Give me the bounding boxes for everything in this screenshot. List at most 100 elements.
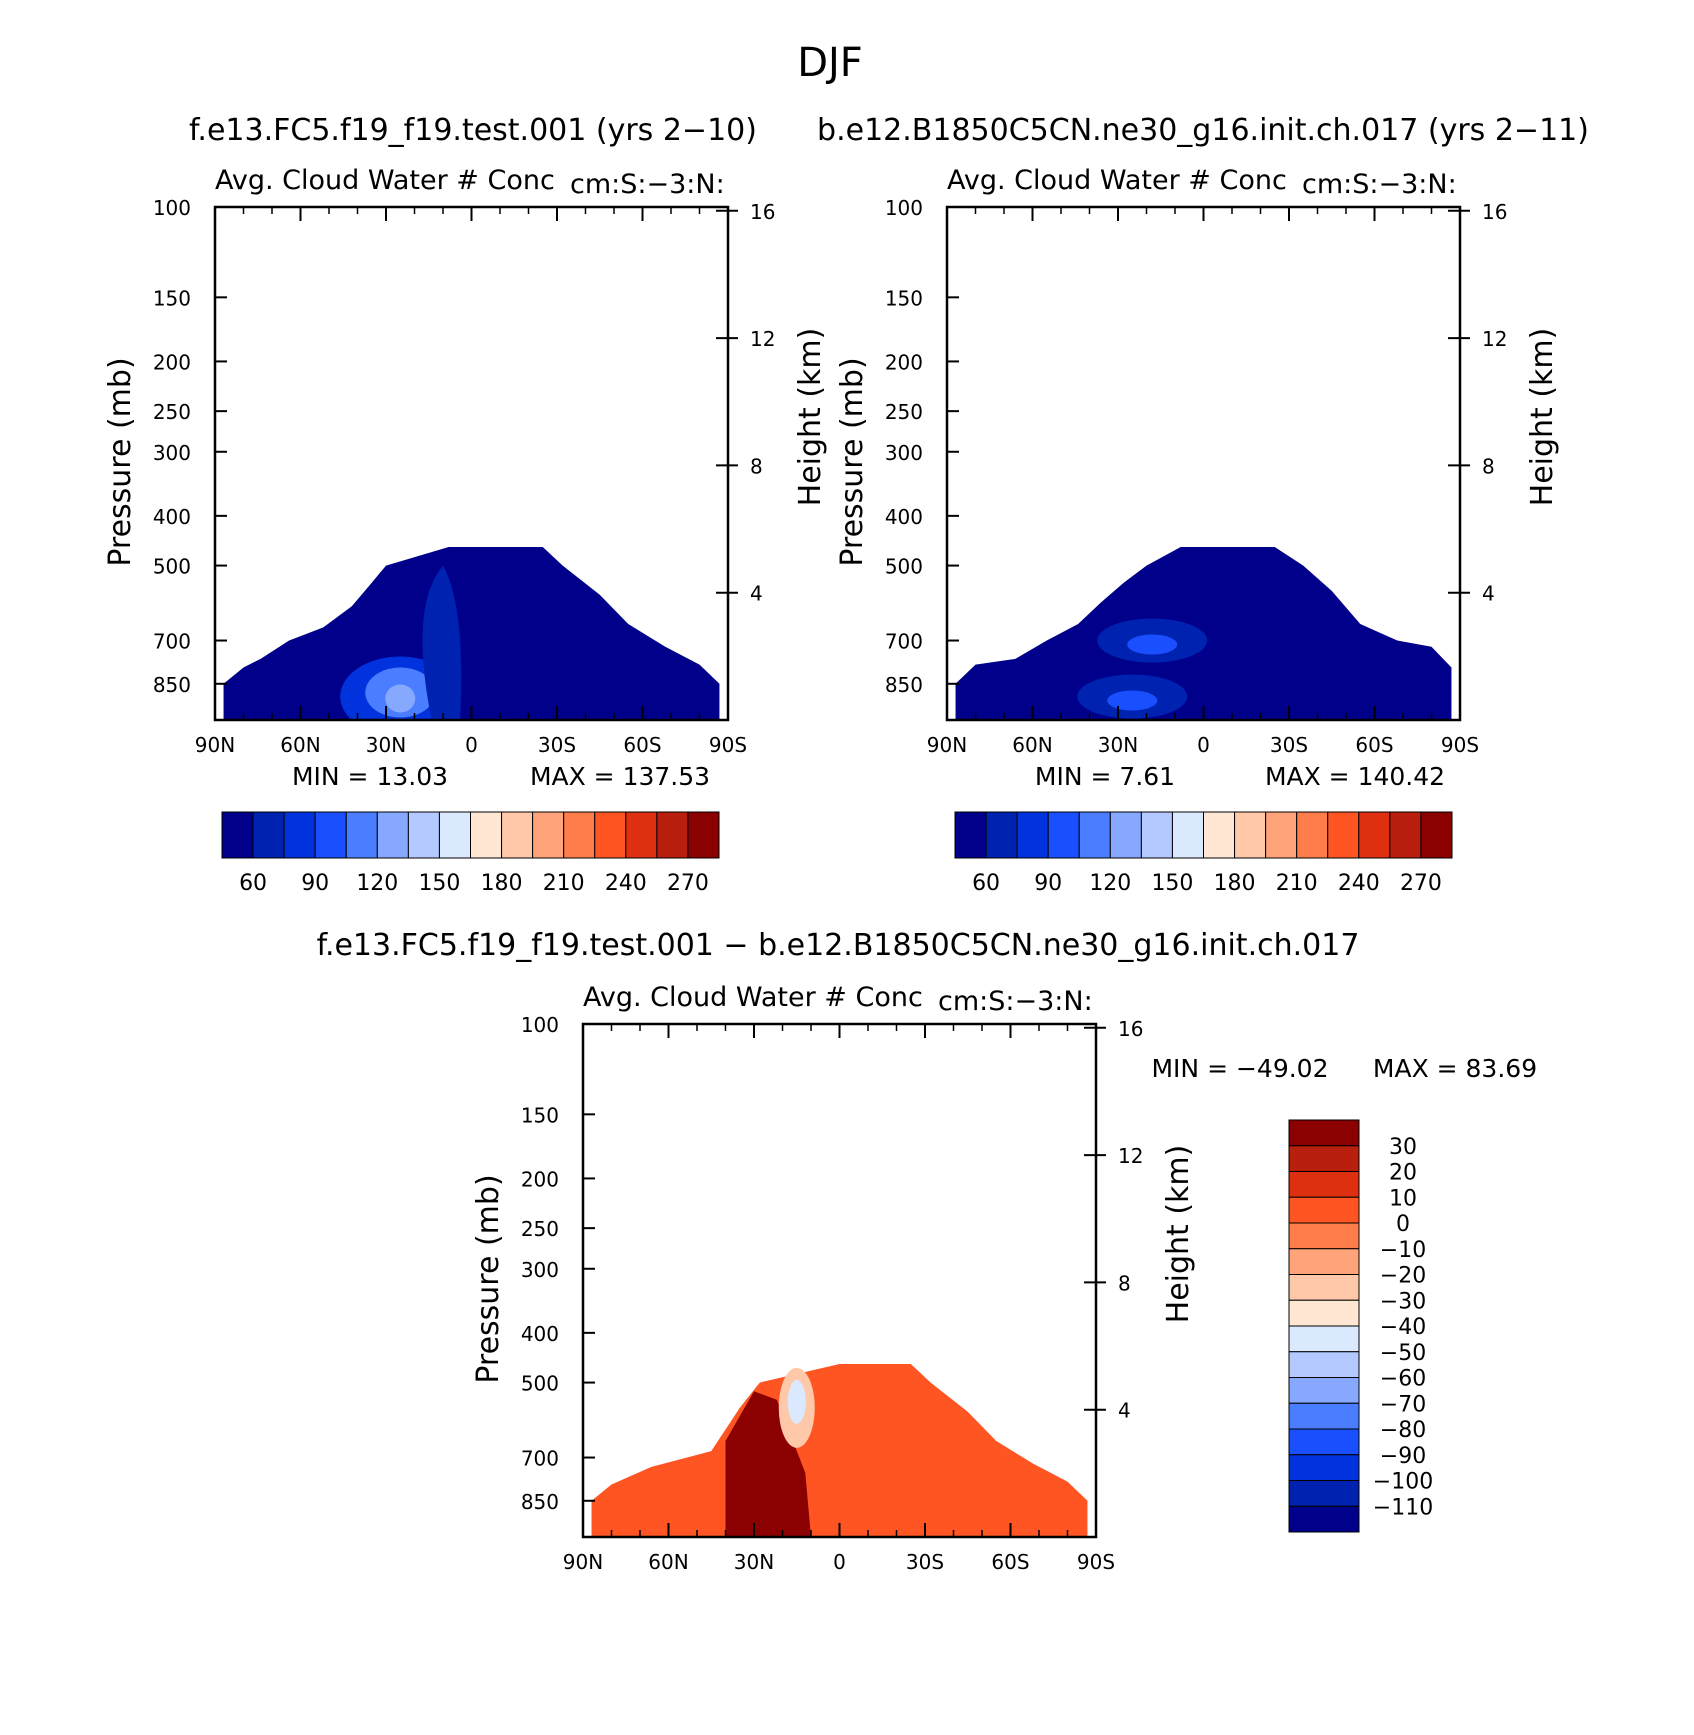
y2-tick-label: 4 (1118, 1399, 1131, 1423)
x-tick-label: 60S (1355, 733, 1393, 757)
y2-tick-label: 8 (1118, 1271, 1131, 1295)
colorbar-swatch (656, 811, 689, 859)
colorbar-label: 0 (1396, 1212, 1410, 1237)
colorbar-label: 120 (356, 871, 398, 896)
y-tick-label: 150 (885, 286, 923, 310)
colorbar-swatch (1234, 811, 1267, 859)
y-tick-label: 700 (885, 630, 923, 654)
x-tick-label: 90N (563, 1550, 603, 1574)
y2-axis-label: Height (km) (1161, 1145, 1196, 1324)
y2-axis-label: Height (km) (1525, 328, 1560, 507)
y2-tick-label: 16 (750, 200, 775, 224)
colorbar-swatch (1203, 811, 1236, 859)
data-area (223, 546, 720, 720)
plot-title: Avg. Cloud Water # Conc (583, 982, 923, 1013)
max-label: MAX = 137.53 (530, 762, 710, 791)
y-tick-label: 100 (521, 1013, 559, 1037)
y-tick-label: 500 (885, 555, 923, 579)
colorbar-swatch (1288, 1248, 1360, 1275)
y-tick-label: 500 (153, 555, 191, 579)
y2-tick-label: 16 (1118, 1017, 1143, 1041)
colorbar-swatch (1265, 811, 1298, 859)
colorbar-swatch (407, 811, 440, 859)
data-feature (1127, 634, 1178, 655)
colorbar-swatch (1288, 1222, 1360, 1250)
data-area (591, 1363, 1088, 1537)
x-tick-label: 60N (648, 1550, 688, 1574)
x-tick-label: 90N (195, 733, 235, 757)
colorbar-swatch (1288, 1505, 1360, 1533)
y2-tick-label: 8 (750, 454, 763, 478)
colorbar-swatch (1288, 1480, 1360, 1507)
y-tick-label: 250 (885, 400, 923, 424)
colorbar-swatch (1420, 811, 1453, 859)
min-label: MIN = 13.03 (292, 762, 448, 791)
min-label: MIN = 7.61 (1035, 762, 1175, 791)
colorbar-swatch (563, 811, 596, 859)
colorbar-swatch (1078, 811, 1111, 859)
colorbar-label: −20 (1380, 1264, 1426, 1289)
y-tick-label: 100 (885, 196, 923, 220)
colorbar-label: 60 (239, 871, 267, 896)
colorbar-swatch (1288, 1196, 1360, 1224)
colorbar-swatch (594, 811, 627, 859)
x-tick-label: 0 (1197, 733, 1210, 757)
colorbar-label: 240 (605, 871, 647, 896)
y-tick-label: 250 (153, 400, 191, 424)
colorbar-swatch (314, 811, 347, 859)
y-axis-label: Pressure (mb) (471, 1174, 506, 1383)
colorbar-label: 10 (1389, 1186, 1417, 1211)
colorbar-swatch (221, 811, 254, 859)
y-tick-label: 850 (153, 673, 191, 697)
colorbar-label: −10 (1380, 1238, 1426, 1263)
colorbar-swatch (1288, 1325, 1360, 1353)
y-axis-label: Pressure (mb) (103, 357, 138, 566)
colorbar-swatch (1288, 1171, 1360, 1198)
colorbar-swatch (438, 811, 471, 859)
y2-tick-label: 12 (1482, 327, 1507, 351)
colorbar-swatch (1389, 811, 1422, 859)
min-label: MIN = −49.02 (1151, 1054, 1328, 1083)
x-tick-label: 30N (1098, 733, 1138, 757)
colorbar-swatch (1288, 1274, 1360, 1301)
colorbar-swatch (1358, 811, 1391, 859)
colorbar-swatch (1047, 811, 1080, 859)
max-label: MAX = 140.42 (1265, 762, 1445, 791)
colorbar-swatch (252, 811, 285, 859)
y2-tick-label: 4 (1482, 582, 1495, 606)
colorbar-label: 30 (1389, 1135, 1417, 1160)
colorbar-label: 210 (1276, 871, 1318, 896)
y-tick-label: 300 (885, 441, 923, 465)
x-tick-label: 60N (1012, 733, 1052, 757)
y2-tick-label: 4 (750, 582, 763, 606)
x-tick-label: 60S (991, 1550, 1029, 1574)
colorbar-label: 210 (543, 871, 585, 896)
y2-axis-label: Height (km) (793, 328, 828, 507)
colorbar-swatch (1327, 811, 1360, 859)
colorbar-swatch (1288, 1299, 1360, 1327)
colorbar-label: 20 (1389, 1161, 1417, 1186)
colorbar-swatch (345, 811, 378, 859)
data-fill-base (591, 1363, 1088, 1537)
x-tick-label: 90S (709, 733, 747, 757)
x-tick-label: 90N (927, 733, 967, 757)
y-tick-label: 700 (521, 1447, 559, 1471)
colorbar-swatch (1296, 811, 1329, 859)
plot-title: Avg. Cloud Water # Conc (215, 165, 555, 196)
case-title: f.e13.FC5.f19_f19.test.001 (yrs 2−10) (189, 113, 757, 148)
x-tick-label: 0 (465, 733, 478, 757)
colorbar-label: 150 (418, 871, 460, 896)
y-tick-label: 200 (885, 350, 923, 374)
colorbar-swatch (501, 811, 534, 859)
colorbar-label: 180 (1214, 871, 1256, 896)
panel-difference: f.e13.FC5.f19_f19.test.001 − b.e12.B1850… (317, 928, 1538, 1574)
colorbar-label: 60 (972, 871, 1000, 896)
y-tick-label: 100 (153, 196, 191, 220)
y-tick-label: 200 (521, 1167, 559, 1191)
colorbar-swatch (954, 811, 987, 859)
y-tick-label: 400 (153, 505, 191, 529)
y-axis-label: Pressure (mb) (835, 357, 870, 566)
y-tick-label: 250 (521, 1217, 559, 1241)
y2-tick-label: 12 (1118, 1144, 1143, 1168)
y-tick-label: 700 (153, 630, 191, 654)
